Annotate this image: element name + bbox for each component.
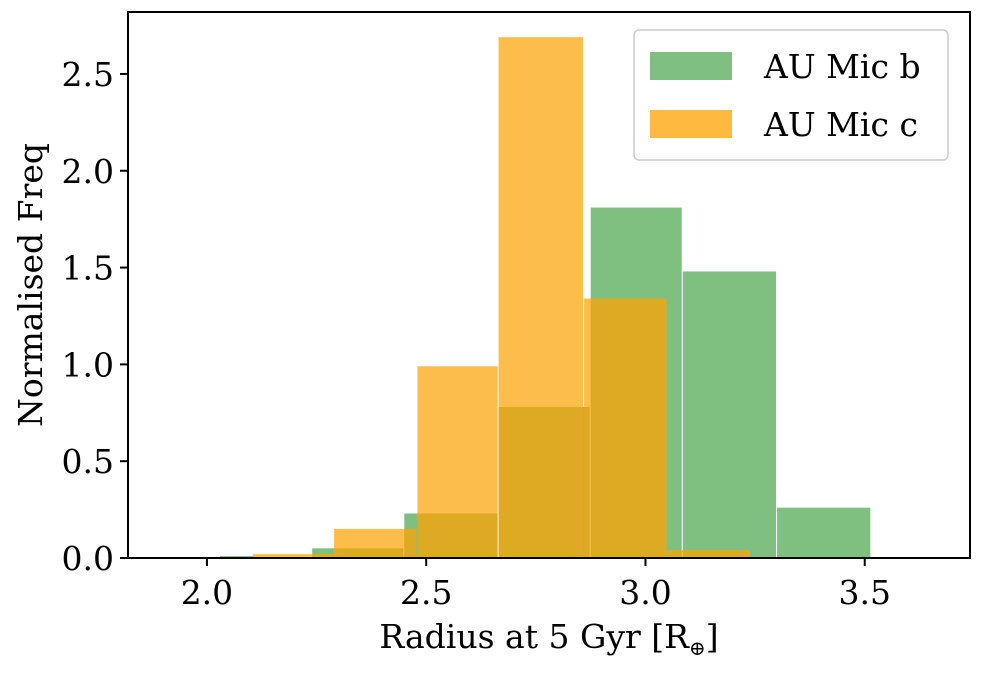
x-axis-ticks: 2.0 2.5 3.0 3.5 bbox=[181, 558, 891, 612]
y-tick-label-3: 1.5 bbox=[62, 249, 114, 288]
y-tick-label-2: 1.0 bbox=[62, 345, 114, 384]
overlap-region-2 bbox=[404, 528, 417, 558]
x-tick-label-1: 2.5 bbox=[400, 573, 452, 612]
x-axis-label: Radius at 5 Gyr [R⊕] bbox=[379, 617, 718, 660]
legend-swatch-au-mic-b bbox=[650, 52, 732, 80]
overlap-region-4 bbox=[498, 406, 584, 558]
y-axis-label: Normalised Freq bbox=[11, 143, 50, 427]
axes-frame bbox=[127, 11, 971, 559]
bar-au-mic-b-7 bbox=[777, 507, 871, 558]
x-axis-label-suffix: ] bbox=[706, 617, 719, 656]
bar-au-mic-c-1 bbox=[252, 554, 334, 558]
legend-label-au-mic-b: AU Mic b bbox=[763, 47, 921, 86]
overlap-region-5 bbox=[584, 406, 590, 558]
x-tick-label-2: 3.0 bbox=[619, 573, 671, 612]
y-tick-label-1: 0.5 bbox=[62, 442, 114, 481]
overlap-region-6 bbox=[682, 550, 750, 558]
y-tick-label-5: 2.5 bbox=[62, 55, 114, 94]
overlap-region-2 bbox=[334, 548, 404, 558]
series-au-mic-c bbox=[171, 37, 750, 558]
x-tick-label-3: 3.5 bbox=[839, 573, 891, 612]
overlap-region-1 bbox=[312, 554, 334, 558]
legend-swatch-au-mic-c bbox=[650, 110, 732, 138]
legend: AU Mic b AU Mic c bbox=[633, 29, 949, 161]
x-axis-label-subscript: ⊕ bbox=[689, 636, 706, 660]
bar-au-mic-b-6 bbox=[682, 271, 777, 558]
overlap-region-5 bbox=[590, 298, 667, 558]
overlap-region-6 bbox=[667, 550, 682, 558]
y-tick-label-0: 0.0 bbox=[62, 539, 114, 578]
overlap-region-3 bbox=[417, 513, 498, 558]
x-axis-label-main: Radius at 5 Gyr [R bbox=[379, 617, 690, 656]
y-tick-label-4: 2.0 bbox=[62, 152, 114, 191]
y-axis-ticks: 0.0 0.5 1.0 1.5 2.0 2.5 bbox=[62, 55, 128, 578]
legend-label-au-mic-c: AU Mic c bbox=[763, 105, 918, 144]
x-tick-label-0: 2.0 bbox=[181, 573, 233, 612]
